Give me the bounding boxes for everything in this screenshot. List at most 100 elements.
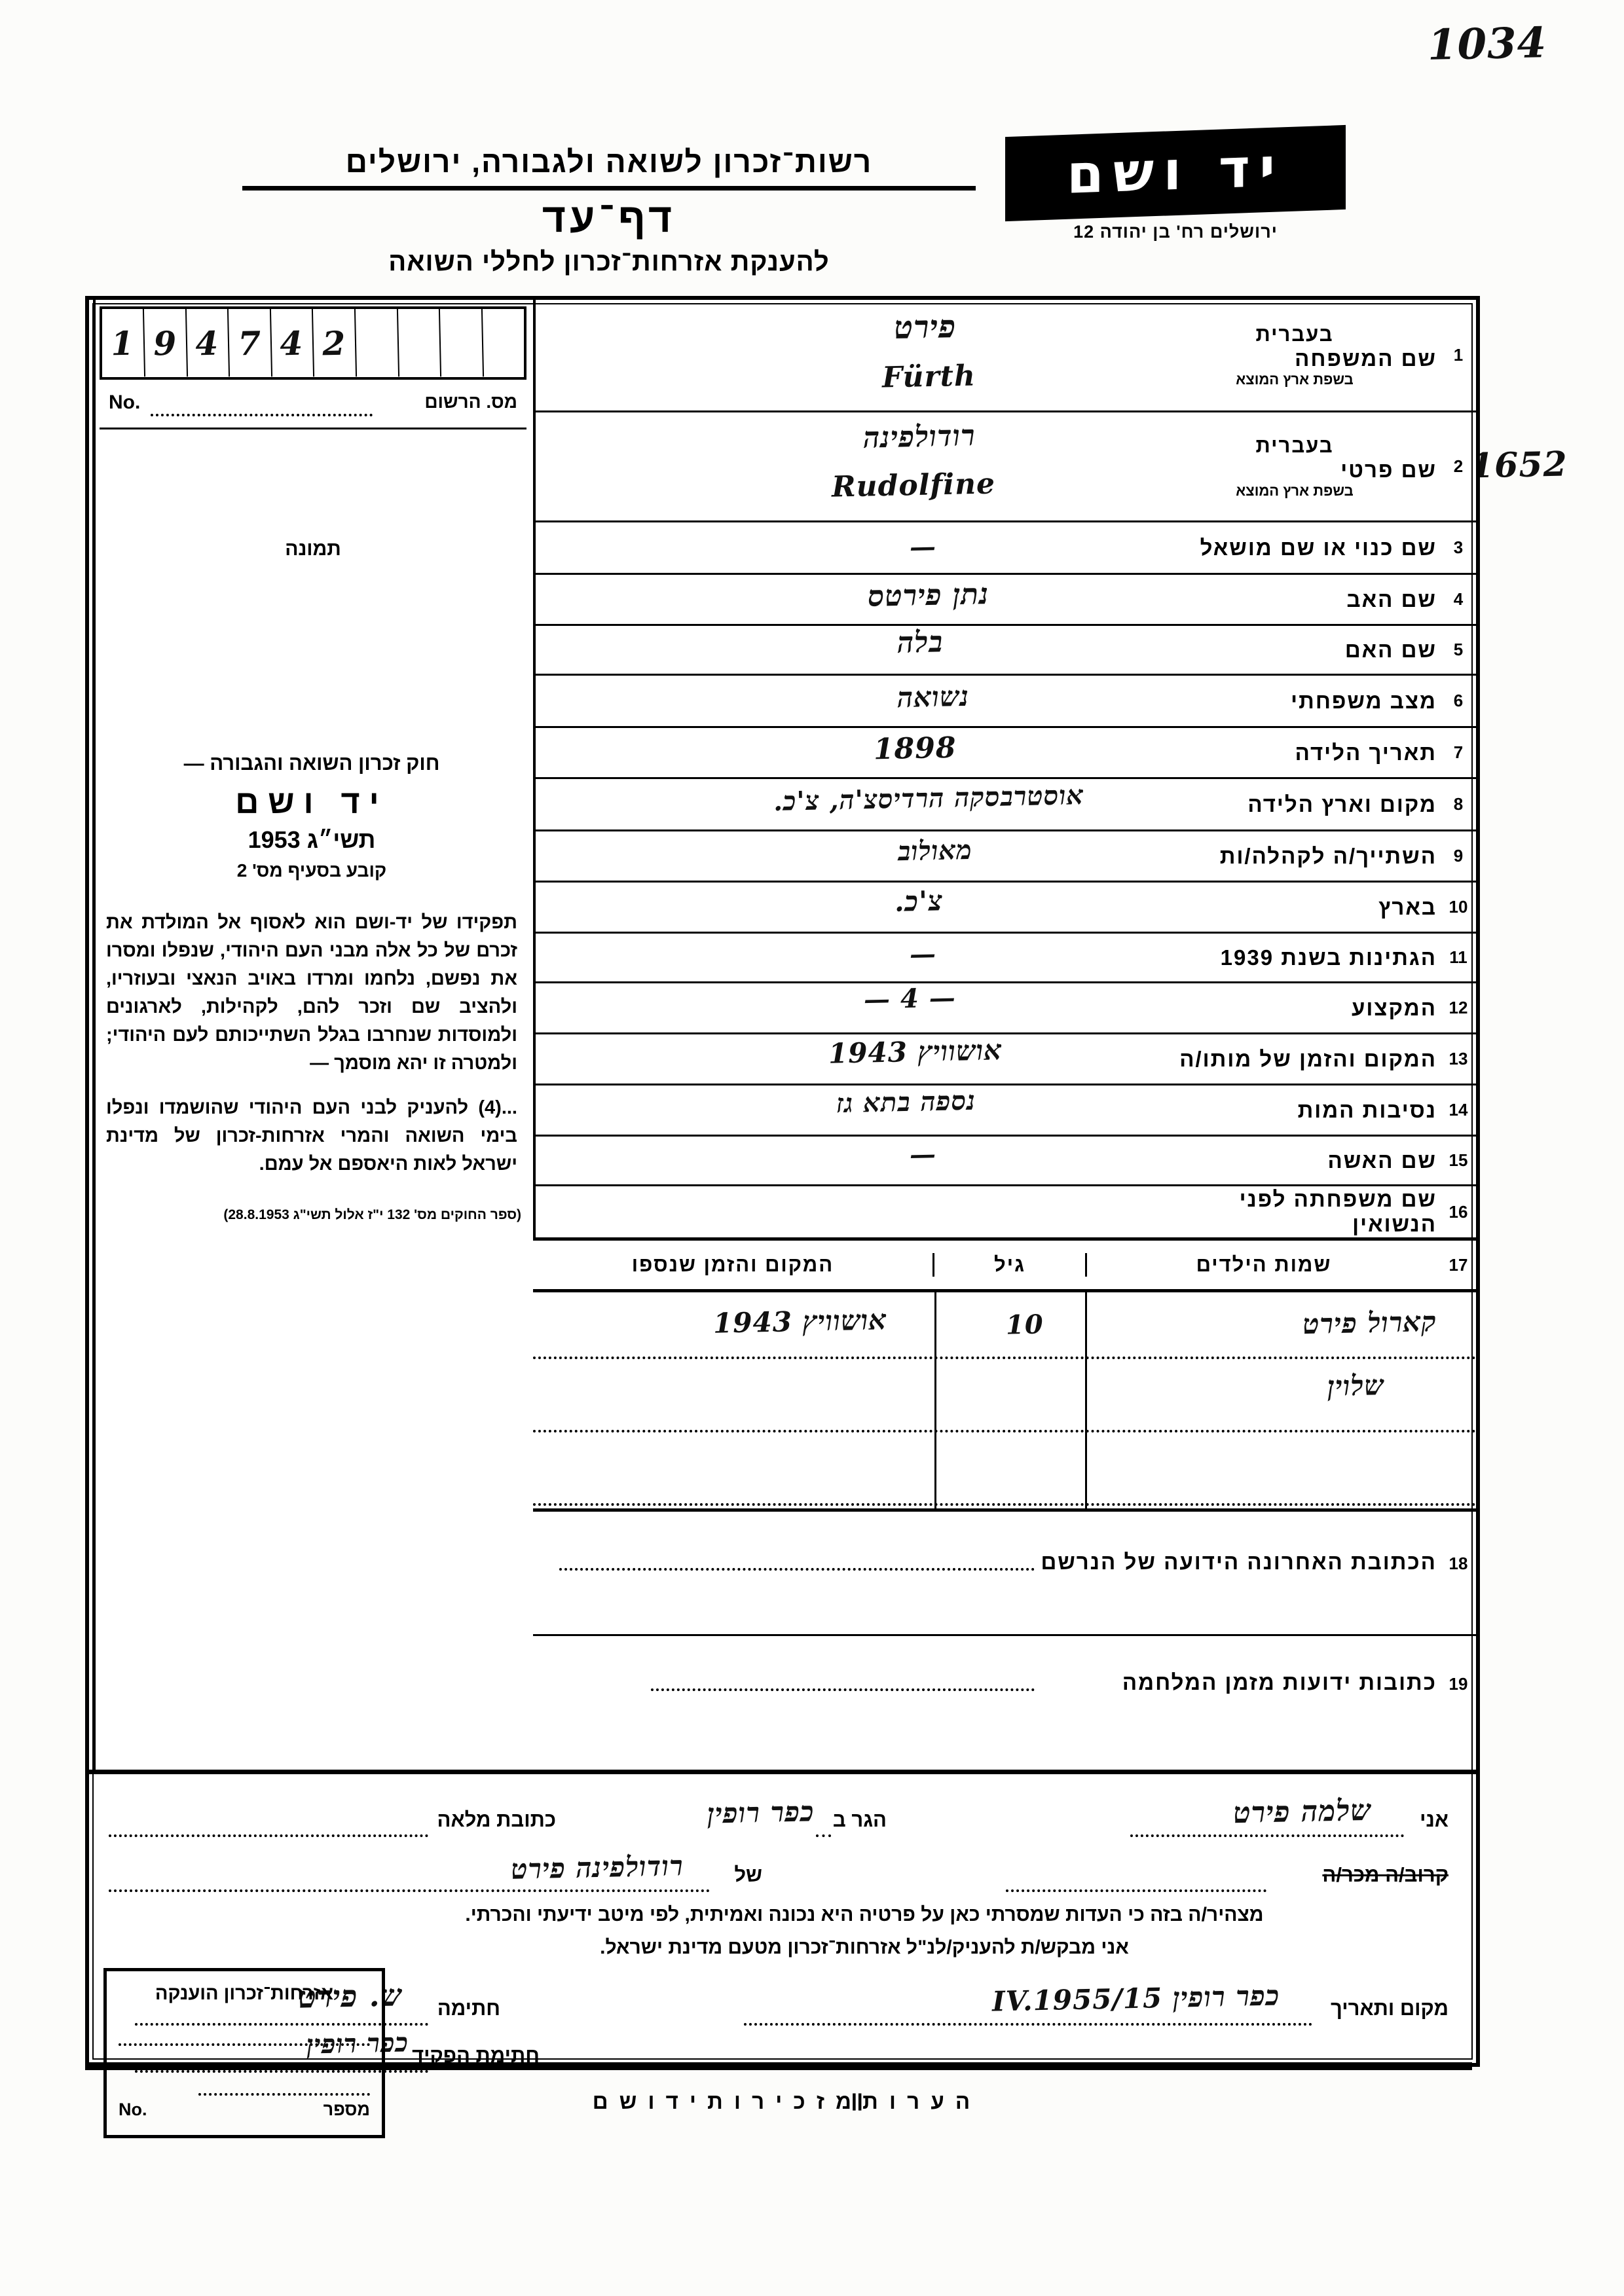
- children-table-body[interactable]: קארול פירט שלוין 10 אושוויץ 1943: [533, 1292, 1476, 1512]
- field-number: 6: [1453, 691, 1464, 710]
- field-value-area[interactable]: — 4 —: [533, 983, 1153, 1032]
- yad-vashem-logo: יד ושם ירושלים רח' בן יהודה 12: [1005, 124, 1346, 242]
- field-number: 18: [1449, 1554, 1468, 1573]
- field-value[interactable]: נשואה: [896, 680, 970, 714]
- field-label: שם האשה: [1327, 1148, 1437, 1173]
- child-place[interactable]: אושוויץ 1943: [712, 1303, 887, 1339]
- field-label: כתובות ידועות מזמן המלחמה: [1122, 1670, 1437, 1694]
- reg-digit[interactable]: 4: [270, 308, 315, 378]
- field-value-area[interactable]: —: [533, 934, 1153, 981]
- field-label: שם האם: [1344, 637, 1437, 662]
- reg-digit[interactable]: [355, 308, 399, 378]
- field-value[interactable]: —: [909, 1139, 937, 1171]
- children-column-age: גיל: [932, 1253, 1085, 1277]
- field-value-latin[interactable]: Fürth: [881, 359, 976, 395]
- field-row-maiden-name: 16 שם משפחתה לפני הנשואין: [533, 1186, 1476, 1237]
- place-date-label: מקום ותאריך: [1331, 1997, 1449, 2020]
- reg-digit[interactable]: [439, 308, 484, 378]
- organization-title: רשות־זכרון לשואה ולגבורה, ירושלים: [242, 144, 976, 191]
- declaration-residing-value[interactable]: כפר רופין: [707, 1795, 815, 1830]
- field-row-family-name: 1 בעברית שם המשפחה בשפת ארץ המוצא פירט F…: [533, 300, 1476, 412]
- field-value-area[interactable]: נספה בתא גז: [533, 1085, 1153, 1135]
- field-number: 2: [1453, 456, 1464, 476]
- field-value[interactable]: אושוויץ 1943: [828, 1034, 1003, 1070]
- law-citation: (ספר החוקים מס' 132 י"ז אלול תשי"ג 28.8.…: [223, 1207, 521, 1223]
- field-value-area[interactable]: [533, 1186, 1153, 1237]
- field-label-group: בארץ: [1153, 883, 1441, 932]
- field-value-area[interactable]: נשואה: [533, 676, 1153, 726]
- field-label: שם המשפחה: [1295, 346, 1437, 371]
- field-value-area[interactable]: [533, 1512, 1035, 1634]
- field-value[interactable]: —: [909, 938, 937, 970]
- field-number: 10: [1449, 897, 1468, 917]
- registration-number-boxes[interactable]: 1 9 4 7 4 2: [100, 306, 526, 380]
- field-number: 11: [1449, 947, 1467, 967]
- law-body: תפקידו של יד-ושם הוא לאסוף אל המולדת את …: [102, 909, 521, 1178]
- field-value-area[interactable]: צ'כ.: [533, 883, 1153, 932]
- place-date-value[interactable]: כפר רופין 15/IV.1955: [991, 1979, 1280, 2018]
- form-subtitle: להענקת אזרחות־זכרון לחללי השואה: [388, 247, 830, 276]
- field-sublabel-hebrew: בעברית: [1255, 433, 1334, 457]
- field-value[interactable]: —: [909, 531, 937, 563]
- declaration-of-value[interactable]: רודולפינה פירט: [510, 1850, 684, 1886]
- field-value-area[interactable]: פירט Fürth: [533, 300, 1153, 410]
- reg-digit[interactable]: 2: [312, 308, 357, 378]
- citizenship-granted-line-2[interactable]: [198, 2093, 370, 2096]
- reg-digit[interactable]: 9: [143, 308, 188, 378]
- field-row-last-known-address: 18 הכתובת האחרונה הידועה של הנרשם: [533, 1512, 1476, 1636]
- field-value[interactable]: מאולוב: [897, 834, 973, 867]
- signature-label: חתימה: [437, 1997, 500, 2020]
- field-label-group: שם האם: [1153, 626, 1441, 674]
- field-value-hebrew[interactable]: פירט: [893, 308, 957, 346]
- margin-note-top-right: 1034: [1427, 18, 1547, 70]
- field-value[interactable]: בלה: [896, 625, 944, 660]
- field-value-area[interactable]: אושוויץ 1943: [533, 1034, 1153, 1084]
- field-label: מצב משפחתי: [1291, 688, 1437, 713]
- field-label: השתייך/ה לקהלה/ות: [1219, 843, 1437, 868]
- citizenship-granted-line-1[interactable]: [119, 2043, 370, 2046]
- field-value-area[interactable]: —: [533, 1137, 1153, 1184]
- field-value-area[interactable]: נתן פירטס: [533, 575, 1153, 624]
- child-age[interactable]: 10: [1005, 1309, 1044, 1341]
- field-value-area[interactable]: [533, 1636, 1035, 1760]
- field-value-hebrew[interactable]: רודולפינה: [862, 419, 976, 455]
- reg-digit[interactable]: 4: [186, 308, 230, 378]
- bottom-rule: [85, 2062, 1472, 2070]
- reg-digit[interactable]: 7: [228, 308, 272, 378]
- field-value-area[interactable]: רודולפינה Rudolfine: [533, 412, 1153, 520]
- field-value[interactable]: נספה בתא גז: [836, 1085, 976, 1120]
- field-row-country: 10 בארץ צ'כ.: [533, 883, 1476, 934]
- reg-digit[interactable]: 1: [101, 308, 145, 378]
- law-paragraph-2: ...(4) להעניק לבני העם היהודי שהושמדו ונ…: [106, 1097, 517, 1175]
- field-label: המקצוע: [1352, 995, 1437, 1020]
- field-label: שם פרטי: [1340, 457, 1437, 482]
- reg-digit[interactable]: [482, 308, 525, 377]
- field-value[interactable]: 1898: [873, 731, 957, 767]
- field-value-area[interactable]: 1898: [533, 728, 1153, 777]
- field-label: בארץ: [1378, 894, 1437, 919]
- field-label-group: השתייך/ה לקהלה/ות: [1153, 831, 1441, 881]
- field-value-area[interactable]: אוסטרבסקה הרדיסצ'ה, צ'כ.: [533, 779, 1153, 829]
- field-row-mother-name: 5 שם האם בלה: [533, 625, 1476, 676]
- field-value-area[interactable]: —: [533, 522, 1153, 573]
- registration-no-dotted-line[interactable]: [151, 414, 373, 416]
- photo-placeholder: תמונה: [100, 433, 526, 748]
- declaration-i-am-value[interactable]: שלמה פירט: [1232, 1793, 1372, 1831]
- reg-digit[interactable]: [397, 308, 441, 378]
- field-value[interactable]: אוסטרבסקה הרדיסצ'ה, צ'כ.: [773, 780, 1084, 817]
- declaration-statement: מצהיר/ה בזה כי העדות שמסרתי כאן על פרטיה…: [465, 1904, 1264, 1925]
- field-value-latin[interactable]: Rudolfine: [831, 467, 996, 504]
- field-label: המקום והזמן של מותו/ה: [1179, 1046, 1437, 1071]
- field-row-death-place-time: 13 המקום והזמן של מותו/ה אושוויץ 1943: [533, 1034, 1476, 1085]
- citizenship-granted-box: אזרחות־זכרון הוענקה No. מספר: [103, 1968, 385, 2138]
- field-value-area[interactable]: בלה: [533, 625, 1153, 674]
- field-value[interactable]: נתן פירטס: [867, 577, 989, 613]
- child-name[interactable]: קארול פירט: [1302, 1305, 1437, 1341]
- field-label-group: מקום וארץ הלידה: [1153, 779, 1441, 829]
- child-name[interactable]: שלוין: [1327, 1369, 1385, 1402]
- field-value[interactable]: צ'כ.: [894, 884, 944, 918]
- field-label: שם משפחתה לפני הנשואין: [1239, 1187, 1437, 1236]
- registration-no-label-he: מס. הרשום: [424, 392, 517, 412]
- field-value[interactable]: — 4 —: [863, 982, 957, 1015]
- field-value-area[interactable]: מאולוב: [533, 831, 1153, 881]
